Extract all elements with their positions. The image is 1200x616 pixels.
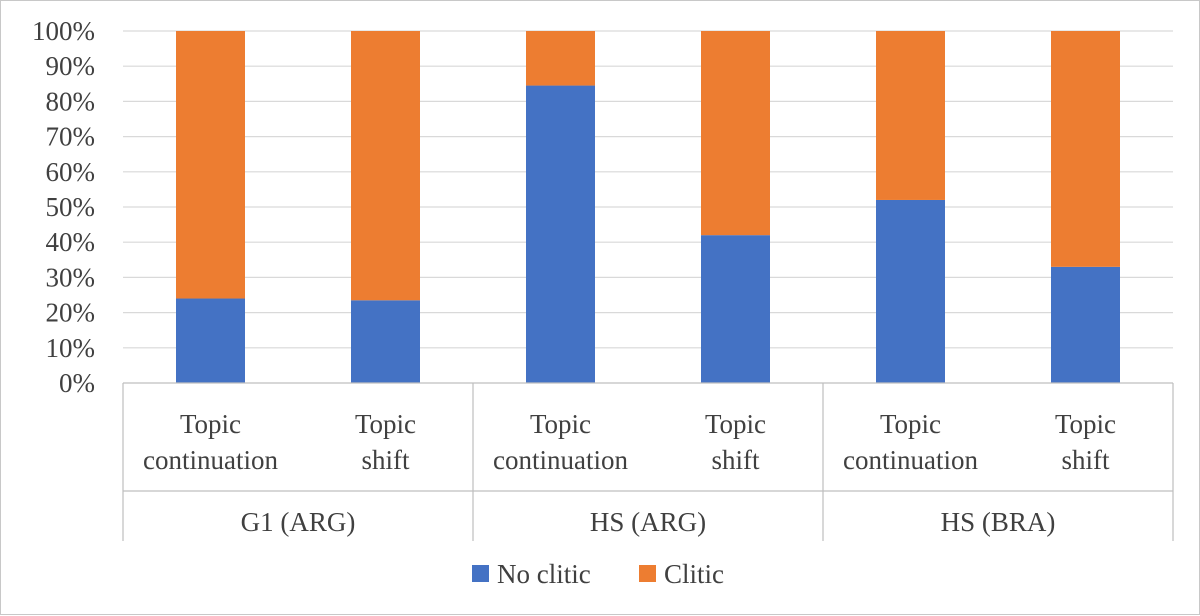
category-label: Topic shift xyxy=(1055,409,1116,475)
category-label: Topic continuation xyxy=(843,409,978,475)
bar-clitic xyxy=(351,31,420,301)
legend-swatch xyxy=(639,565,656,582)
labels: 0% 10% 20% 30% 40% 50% 60% 70% 80% 90% 100% Topic co… xyxy=(32,16,1116,537)
bar-no-clitic xyxy=(176,298,245,383)
category-label: Topic shift xyxy=(705,409,766,475)
bar-clitic xyxy=(176,31,245,299)
group-label: HS (ARG) xyxy=(590,507,706,537)
legend-swatch xyxy=(472,565,489,582)
legend-label: Clitic xyxy=(664,559,724,589)
category-label: Topic continuation xyxy=(493,409,628,475)
grid-lines xyxy=(123,30,1173,349)
y-tick-label: 50% xyxy=(46,192,96,222)
y-tick-label: 30% xyxy=(46,262,96,292)
y-tick-label: 40% xyxy=(46,227,96,257)
axes xyxy=(122,382,1174,541)
y-tick-label: 0% xyxy=(59,368,95,398)
y-tick-label: 80% xyxy=(46,86,96,116)
y-tick-label: 70% xyxy=(46,122,96,152)
group-label: HS (BRA) xyxy=(941,507,1056,537)
bar-no-clitic xyxy=(1051,266,1120,383)
y-tick-label: 20% xyxy=(46,298,96,328)
bar-clitic xyxy=(526,31,595,86)
category-label: Topic shift xyxy=(355,409,416,475)
y-tick-label: 60% xyxy=(46,157,96,187)
bar-no-clitic xyxy=(351,300,420,383)
legend: No clitic Clitic xyxy=(472,559,724,589)
bar-no-clitic xyxy=(701,235,770,383)
bar-clitic xyxy=(701,31,770,236)
bar-clitic xyxy=(876,31,945,200)
legend-label: No clitic xyxy=(497,559,591,589)
y-tick-label: 100% xyxy=(32,16,95,46)
bars xyxy=(176,31,1120,383)
bar-no-clitic xyxy=(876,199,945,383)
bar-clitic xyxy=(1051,31,1120,267)
y-tick-label: 90% xyxy=(46,51,96,81)
category-label: Topic continuation xyxy=(143,409,278,475)
group-label: G1 (ARG) xyxy=(241,507,356,537)
bar-no-clitic xyxy=(526,85,595,383)
y-tick-label: 10% xyxy=(46,333,96,363)
